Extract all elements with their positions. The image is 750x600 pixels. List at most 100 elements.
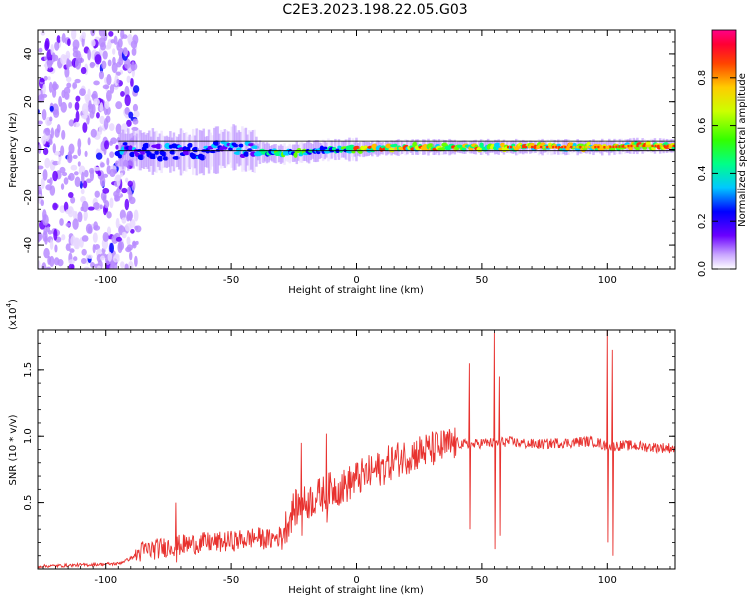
spectrogram-cell bbox=[93, 166, 101, 171]
spectrogram-cell bbox=[116, 174, 121, 187]
spectrogram-cell bbox=[91, 103, 96, 115]
x-tick-label: -50 bbox=[223, 275, 239, 286]
spectrogram-cell bbox=[70, 164, 78, 171]
snr-xlabel: Height of straight line (km) bbox=[288, 585, 424, 596]
spectrogram-cell bbox=[73, 171, 79, 176]
spectrogram-cell bbox=[50, 43, 54, 56]
spectrogram-cell bbox=[129, 218, 136, 228]
spectrogram-cell bbox=[660, 144, 663, 148]
spectrogram-cell bbox=[59, 166, 66, 174]
spectrogram-cell bbox=[106, 74, 112, 86]
spectrogram-cell bbox=[112, 48, 116, 55]
x-tick-label: -100 bbox=[94, 575, 117, 586]
spectrogram-cell bbox=[66, 76, 72, 83]
spectrogram-cell bbox=[179, 128, 183, 176]
spectrogram-cell bbox=[98, 70, 105, 80]
spectrogram-cell bbox=[66, 58, 70, 71]
spectrogram-cell bbox=[636, 144, 639, 148]
spectrogram-cell bbox=[80, 188, 85, 195]
spectrogram-cell bbox=[130, 228, 135, 234]
spectrogram-cell bbox=[603, 145, 606, 149]
spectrogram-cell bbox=[70, 196, 76, 204]
colorbar: 0.0 0.2 0.4 0.6 0.8 Normalized spectral ampl… bbox=[697, 29, 748, 277]
spectrogram-cell bbox=[642, 144, 645, 148]
spectrogram-cell bbox=[98, 125, 103, 135]
spectrogram-cell bbox=[52, 170, 58, 182]
snr-multiplier: (x104) bbox=[5, 299, 19, 330]
spectrogram-cell bbox=[72, 82, 78, 89]
spectrogram-cell bbox=[534, 145, 537, 149]
spectrogram-cell bbox=[654, 144, 657, 148]
spectrogram-cell bbox=[115, 236, 122, 242]
spectrogram-cell bbox=[633, 144, 636, 148]
spectrogram-cell bbox=[73, 122, 81, 128]
x-tick-label: 50 bbox=[476, 575, 489, 586]
spectrogram-cell bbox=[585, 145, 588, 149]
spectrogram-cell bbox=[627, 144, 630, 148]
spectrogram-cell bbox=[42, 214, 49, 226]
spectrogram-cell bbox=[54, 244, 58, 253]
spectrogram-cell bbox=[41, 93, 48, 98]
spectrogram-cell bbox=[137, 154, 145, 161]
spectrogram-cell bbox=[516, 145, 519, 149]
spectrogram-cell bbox=[666, 144, 669, 148]
spectrogram-cell bbox=[72, 218, 79, 230]
spectrogram-cell bbox=[519, 145, 522, 149]
spectrogram-cell bbox=[127, 180, 133, 187]
spectrogram-cell bbox=[57, 160, 61, 165]
spectrogram-cell bbox=[60, 54, 67, 65]
spectrogram-cell bbox=[509, 145, 513, 149]
spectrogram-cell bbox=[109, 151, 115, 159]
spectrogram-cell bbox=[65, 243, 71, 251]
spectrogram-cell bbox=[71, 30, 77, 40]
spectrogram-cell bbox=[134, 225, 139, 231]
spectrogram-cell bbox=[46, 66, 54, 73]
colorbar-tick-label: 0.8 bbox=[697, 70, 708, 86]
spectrogram-cell bbox=[440, 147, 446, 152]
spectrogram-cell bbox=[99, 102, 104, 113]
x-tick-label: 50 bbox=[476, 275, 489, 286]
spectrogram-cell bbox=[126, 210, 134, 221]
spectrogram-cell bbox=[126, 244, 134, 251]
spectrogram-cell bbox=[78, 57, 85, 63]
spectrogram-cell bbox=[41, 108, 47, 121]
spectrogram-cell bbox=[106, 226, 112, 236]
spectrogram-cell bbox=[121, 217, 127, 224]
spectrogram-cell bbox=[49, 255, 55, 268]
spectrogram-cell bbox=[122, 34, 128, 39]
spectrogram-cell bbox=[68, 172, 75, 181]
spectrogram-cell bbox=[83, 210, 88, 220]
spectrogram-cell bbox=[64, 91, 70, 100]
spectrogram-cell bbox=[75, 110, 80, 123]
spectrogram-cell bbox=[573, 145, 576, 149]
spectrogram-cell bbox=[388, 147, 396, 153]
spectrogram-cell bbox=[53, 108, 60, 118]
spectrogram-cell bbox=[40, 31, 46, 36]
snr-line-group bbox=[38, 330, 675, 569]
colorbar-label: Normalized spectral amplitude bbox=[737, 73, 748, 227]
spectrogram-cell bbox=[107, 251, 113, 262]
spectrogram-cell bbox=[72, 154, 78, 159]
spectrogram-cell bbox=[132, 118, 139, 125]
spectrogram-cell bbox=[49, 177, 53, 186]
y-tick-label: 1.5 bbox=[23, 362, 34, 378]
spectrogram-cell bbox=[93, 225, 101, 231]
spectrogram-cell bbox=[133, 110, 140, 118]
spectrogram-cell bbox=[84, 150, 88, 157]
spectrogram-cell bbox=[618, 145, 621, 148]
spectrogram-cell bbox=[96, 254, 102, 263]
spectrogram-cell bbox=[80, 66, 87, 75]
spectrogram-cell bbox=[135, 240, 139, 245]
spectrogram-cell bbox=[106, 89, 112, 102]
spectrogram-cell bbox=[81, 248, 87, 256]
spectrogram-cell bbox=[95, 152, 103, 160]
spectrogram-cell bbox=[98, 37, 106, 48]
spectrogram-cell bbox=[96, 265, 102, 269]
spectrogram-cell bbox=[167, 136, 170, 167]
spectrogram-cell bbox=[609, 145, 612, 149]
spectrogram-cell bbox=[44, 37, 50, 50]
spectrogram-cell bbox=[393, 143, 398, 148]
spectrogram-cell bbox=[49, 239, 54, 250]
spectrogram-cell bbox=[176, 136, 179, 168]
